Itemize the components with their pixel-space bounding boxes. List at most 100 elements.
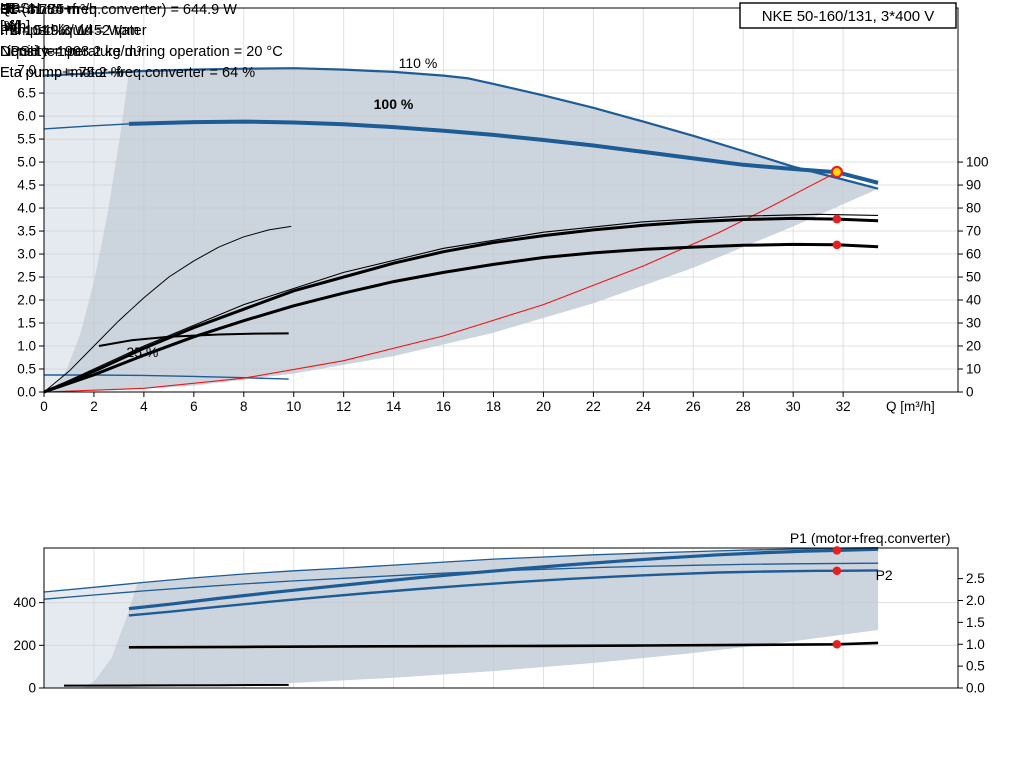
x-tick-label: 22	[586, 399, 601, 414]
series-eta-total	[43, 242, 879, 394]
eta-total-point	[832, 240, 842, 250]
series-npsh-curve	[128, 641, 879, 649]
y-left-tick-label: 2.0	[17, 293, 36, 308]
y-left-tick-label: 0.0	[17, 385, 36, 400]
y-left-tick-label: 5.0	[17, 155, 36, 170]
y-left-tick-label: 0	[28, 681, 36, 696]
series-eta-reduced-speed	[43, 225, 292, 393]
curve-label: 100 %	[374, 96, 414, 112]
series-p2-max-speed	[43, 562, 879, 600]
x-tick-label: 2	[90, 399, 98, 414]
x-tick-label: 8	[240, 399, 248, 414]
axis-label-p: P	[6, 1, 16, 17]
y-left-tick-label: 4.5	[17, 178, 36, 193]
series-eta-pump	[43, 216, 879, 394]
result-p1: P1 (motor+freq.converter) = 644.9 W	[0, 2, 237, 18]
x-tick-label: 28	[736, 399, 751, 414]
result-npsh: NPSH = 1 m	[0, 44, 81, 60]
series-p1-max-speed	[43, 546, 879, 593]
axis-label-eta: eta	[0, 1, 21, 17]
y-right-tick-label: 20	[966, 339, 981, 354]
x-tick-label: 14	[386, 399, 402, 414]
y-left-tick-label: 0.5	[17, 362, 36, 377]
duty-specs-left: Q = 31.75 m³/h n = 101 % / 1452 rpm Liqu…	[0, 0, 283, 84]
y-right-tick-label: 40	[966, 293, 981, 308]
y-right-tick-label: 30	[966, 316, 981, 331]
spec-temperature: Liquid temperature during operation = 20…	[0, 44, 283, 60]
p1-point	[832, 546, 842, 555]
y-left-tick-label: 6.5	[17, 86, 36, 101]
chart-ticks: 0 2 4 6 8 10 12 14 16 18 20 22 24 26 28 30 32 Q [m³/h]0.0…	[17, 63, 988, 414]
series-eta-low-speed	[98, 332, 289, 347]
power-envelope	[81, 547, 879, 688]
pump-title-box	[739, 2, 957, 29]
chart-areas	[44, 547, 879, 688]
p2-point	[832, 566, 842, 576]
series-p2-curve	[128, 569, 879, 617]
series-p1-curve	[128, 547, 879, 611]
chart-series	[43, 67, 879, 394]
pump-title: NKE 50-160/131, 3*400 V	[762, 8, 935, 25]
series-curve-110pct	[43, 67, 879, 190]
plot-border	[43, 7, 959, 393]
x-tick-label: 32	[836, 399, 851, 414]
power-axis-title-right: NPSH [m]	[0, 0, 40, 36]
y-left-tick-label: 2.5	[17, 270, 36, 285]
y-right-tick-label: 0	[966, 385, 974, 400]
spec-speed: n = 101 % / 1452 rpm	[0, 23, 140, 39]
x-tick-label: 16	[436, 399, 451, 414]
x-tick-label: 30	[786, 399, 801, 414]
duty-point[interactable]	[830, 165, 843, 179]
x-tick-label: 10	[286, 399, 301, 414]
y-left-tick-label: 400	[13, 595, 36, 610]
y-right-tick-label: 0.0	[966, 681, 985, 696]
power-envelope-light	[44, 583, 138, 688]
x-tick-label: 12	[336, 399, 351, 414]
y-right-tick-label: 10	[966, 362, 981, 377]
y-right-tick-label: 0.5	[966, 659, 985, 674]
axis-unit-pct: [%]	[0, 19, 21, 35]
y-left-tick-label: 4.0	[17, 201, 36, 216]
series-eta-pump-thin	[43, 213, 879, 393]
x-axis-unit: Q [m³/h]	[886, 399, 935, 414]
x-tick-label: 0	[40, 399, 48, 414]
series-curve-100pct-start	[43, 123, 129, 130]
duty-specs-right: H = 4.784 m Pumped liquid = Water Densit…	[0, 0, 255, 84]
axis-label-h: H	[4, 1, 16, 17]
y-right-tick-label: 1.0	[966, 637, 985, 652]
head-axis-title-left: H [m]	[0, 0, 20, 36]
y-left-tick-label: 7.0	[17, 63, 36, 78]
power-npsh-chart: 0 200 400 0.0 0.5 1.0 1.5 2.0 2.5 P1 (motor+freq.…	[13, 530, 985, 696]
spec-density: Density = 998.2 kg/m³	[0, 44, 142, 60]
series-curve-100pct	[128, 119, 879, 185]
head-capacity-chart: 0 2 4 6 8 10 12 14 16 18 20 22 24 26 28 30 32 Q [m³/h]0.0…	[17, 2, 989, 414]
operating-envelope-light	[44, 71, 129, 393]
y-right-tick-label: 70	[966, 224, 981, 239]
x-tick-label: 6	[190, 399, 198, 414]
y-left-tick-label: 6.0	[17, 109, 36, 124]
y-right-tick-label: 1.5	[966, 615, 985, 630]
axis-unit-m: [m]	[0, 19, 21, 35]
curve-label: P1 (motor+freq.converter)	[790, 530, 951, 546]
y-left-tick-label: 5.5	[17, 132, 36, 147]
power-axis-title-left: P [W]	[0, 0, 22, 36]
chart-grid	[44, 8, 958, 392]
y-right-tick-label: 60	[966, 247, 981, 262]
y-right-tick-label: 90	[966, 178, 981, 193]
chart-points	[832, 546, 842, 649]
x-tick-label: 20	[536, 399, 551, 414]
y-left-tick-label: 1.5	[17, 316, 36, 331]
x-tick-label: 24	[636, 399, 652, 414]
operating-envelope	[44, 68, 879, 392]
spec-q: Q = 31.75 m³/h	[0, 2, 98, 18]
chart-labels: 110 % 100 % 25 %	[126, 55, 437, 360]
y-right-tick-label: 2.0	[966, 593, 985, 608]
y-left-tick-label: 200	[13, 638, 36, 653]
axis-label-npsh: NPSH	[0, 1, 41, 17]
curve-label: P2	[876, 567, 893, 583]
chart-labels: P1 (motor+freq.converter) P2	[790, 530, 951, 583]
power-results: P1 (motor+freq.converter) = 644.9 W P2 =…	[0, 0, 237, 63]
y-left-tick-label: 1.0	[17, 339, 36, 354]
curve-label: 25 %	[126, 344, 158, 360]
